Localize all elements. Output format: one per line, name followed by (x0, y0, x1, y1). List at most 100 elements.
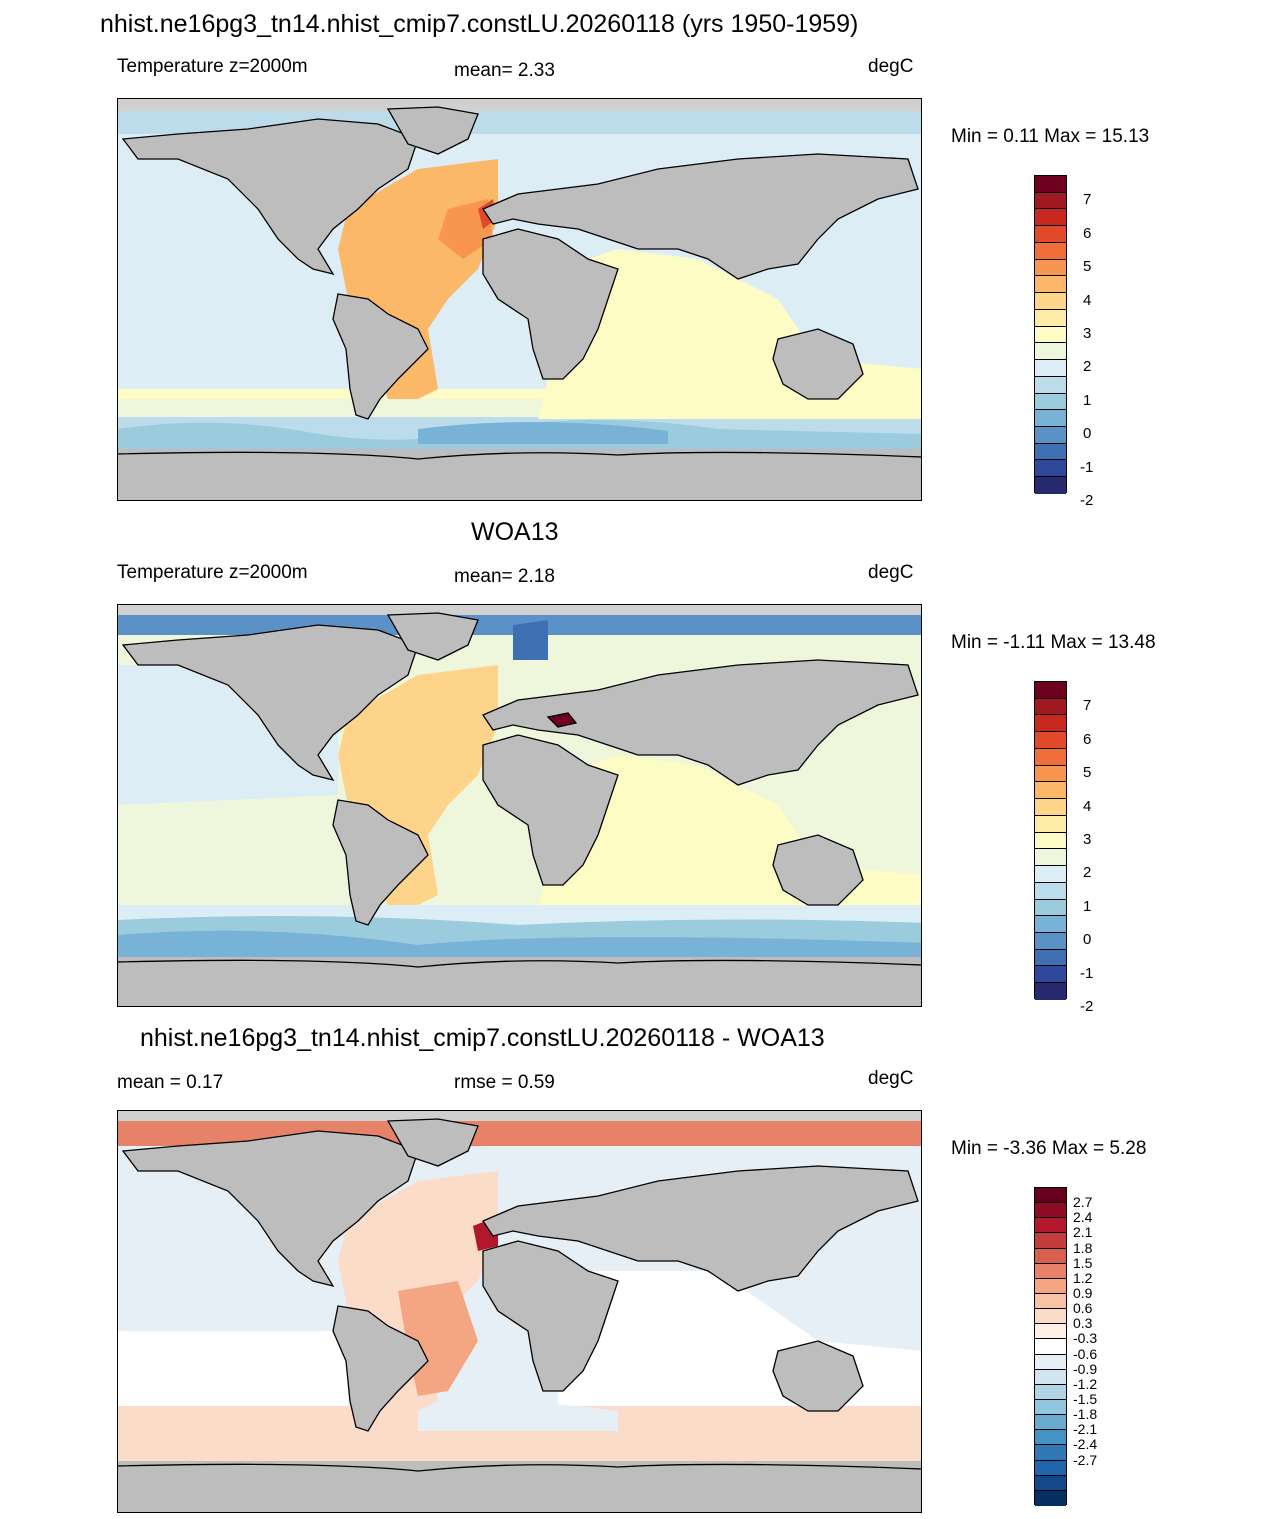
colorbar-tick-label: 7 (1083, 697, 1092, 715)
colorbar-tick-label: 2.7 (1073, 1194, 1093, 1211)
colorbar-tick-label: -0.3 (1073, 1330, 1098, 1347)
colorbar-tick-label: 2 (1083, 358, 1092, 376)
colorbar-tick-label: 2 (1083, 864, 1092, 882)
colorbar-swatch (1035, 782, 1066, 800)
colorbar-tick-label: 0.9 (1073, 1285, 1093, 1301)
colorbar-tick-label: 4 (1083, 797, 1092, 815)
colorbar-swatch (1035, 815, 1066, 833)
colorbar-swatch (1035, 1278, 1066, 1294)
colorbar-swatch (1035, 1415, 1066, 1431)
colorbar-swatch (1035, 176, 1066, 193)
colorbar-swatch (1035, 983, 1066, 1000)
panel3-map-plot (118, 1111, 921, 1512)
colorbar-swatch (1035, 1339, 1066, 1355)
colorbar-swatch (1035, 1309, 1066, 1325)
panel3-rmse: rmse = 0.59 (454, 1072, 555, 1093)
colorbar-tick-label: -1.8 (1073, 1406, 1098, 1423)
colorbar-tick-label: -1.5 (1073, 1391, 1098, 1407)
colorbar-swatch (1035, 682, 1066, 699)
panel3-title: nhist.ne16pg3_tn14.nhist_cmip7.constLU.2… (140, 1024, 825, 1052)
colorbar-tick-label: -0.6 (1073, 1345, 1098, 1362)
panel2-title: WOA13 (471, 518, 559, 546)
colorbar-swatch (1035, 376, 1066, 394)
colorbar-swatch (1035, 293, 1066, 310)
panel3-minmax: Min = -3.36 Max = 5.28 (951, 1138, 1147, 1159)
colorbar-tick-label: -1 (1080, 964, 1094, 982)
colorbar-swatch (1035, 732, 1066, 749)
panel1-colorbar (1034, 175, 1067, 494)
colorbar-swatch (1035, 477, 1066, 494)
colorbar-swatch (1035, 393, 1066, 411)
colorbar-swatch (1035, 410, 1066, 428)
colorbar-tick-label: 0 (1083, 425, 1092, 443)
colorbar-swatch (1035, 1293, 1066, 1310)
colorbar-tick-label: -1.2 (1073, 1375, 1098, 1392)
colorbar-swatch (1035, 209, 1066, 227)
colorbar-swatch (1035, 698, 1066, 716)
colorbar-swatch (1035, 715, 1066, 733)
panel1-map (117, 98, 922, 501)
panel1-title: nhist.ne16pg3_tn14.nhist_cmip7.constLU.2… (100, 10, 859, 38)
colorbar-tick-label: -2.1 (1073, 1421, 1098, 1438)
colorbar-tick-label: -0.9 (1073, 1360, 1098, 1377)
colorbar-swatch (1035, 226, 1066, 243)
panel2-minmax: Min = -1.11 Max = 13.48 (951, 632, 1156, 653)
colorbar-swatch (1035, 916, 1066, 934)
colorbar-swatch (1035, 748, 1066, 766)
colorbar-swatch (1035, 360, 1066, 377)
colorbar-tick-label: 0.6 (1073, 1300, 1093, 1317)
colorbar-swatch (1035, 849, 1066, 867)
colorbar-swatch (1035, 765, 1066, 783)
colorbar-tick-label: 1 (1083, 391, 1092, 409)
panel2-variable-label: Temperature z=2000m (117, 562, 308, 583)
colorbar-tick-label: 5 (1083, 764, 1092, 782)
colorbar-swatch (1035, 309, 1066, 327)
panel2-map (117, 604, 922, 1007)
colorbar-tick-label: 3 (1083, 831, 1092, 848)
colorbar-swatch (1035, 882, 1066, 900)
colorbar-tick-label: 6 (1083, 730, 1092, 748)
colorbar-swatch (1035, 259, 1066, 277)
colorbar-swatch (1035, 966, 1066, 984)
colorbar-tick-label: -2.4 (1073, 1436, 1098, 1453)
panel1-minmax: Min = 0.11 Max = 15.13 (951, 126, 1150, 147)
colorbar-swatch (1035, 899, 1066, 917)
panel2-map-plot (118, 605, 921, 1006)
colorbar-swatch (1035, 427, 1066, 444)
colorbar-tick-label: 1.5 (1073, 1254, 1093, 1271)
colorbar-swatch (1035, 1263, 1066, 1279)
panel1-mean: mean= 2.33 (454, 60, 555, 81)
panel1-variable-label: Temperature z=2000m (117, 56, 308, 77)
colorbar-swatch (1035, 933, 1066, 950)
colorbar-swatch (1035, 1445, 1066, 1461)
colorbar-swatch (1035, 1233, 1066, 1249)
panel3-colorbar (1034, 1187, 1067, 1506)
colorbar-swatch (1035, 1384, 1066, 1400)
colorbar-swatch (1035, 443, 1066, 461)
panel3-map (117, 1110, 922, 1513)
colorbar-swatch (1035, 1399, 1066, 1416)
panel2-mean: mean= 2.18 (454, 566, 555, 587)
colorbar-tick-label: 0 (1083, 931, 1092, 949)
colorbar-swatch (1035, 192, 1066, 210)
colorbar-tick-label: 4 (1083, 291, 1092, 309)
colorbar-swatch (1035, 1248, 1066, 1264)
colorbar-tick-label: 0.3 (1073, 1315, 1093, 1332)
panel2-units: degC (868, 562, 914, 583)
colorbar-swatch (1035, 799, 1066, 816)
colorbar-swatch (1035, 866, 1066, 883)
panel1-units: degC (868, 56, 914, 77)
panel3-units: degC (868, 1068, 914, 1089)
colorbar-tick-label: -2 (1080, 998, 1094, 1016)
colorbar-swatch (1035, 1460, 1066, 1476)
colorbar-tick-label: -1 (1080, 458, 1094, 476)
panel3-mean: mean = 0.17 (117, 1072, 224, 1093)
colorbar-tick-label: 1.2 (1073, 1269, 1093, 1286)
colorbar-swatch (1035, 1324, 1066, 1340)
colorbar-swatch (1035, 949, 1066, 967)
colorbar-tick-label: 7 (1083, 191, 1092, 209)
colorbar-tick-label: 2.1 (1073, 1224, 1093, 1241)
colorbar-swatch (1035, 460, 1066, 478)
colorbar-swatch (1035, 1354, 1066, 1370)
panel1-map-plot (118, 99, 921, 500)
